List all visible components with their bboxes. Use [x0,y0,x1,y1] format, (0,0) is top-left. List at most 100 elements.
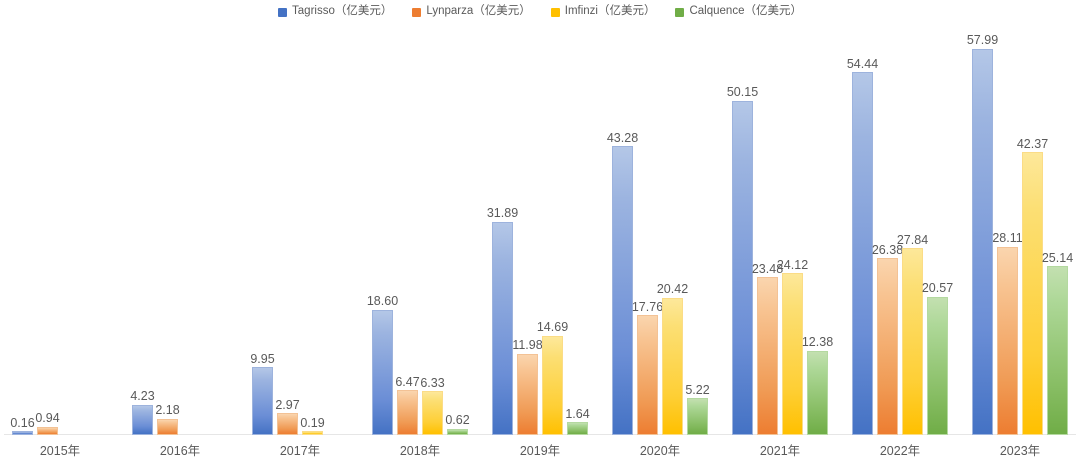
bar[interactable]: 24.12 [777,259,808,435]
bar[interactable]: 6.47 [395,376,420,435]
bar-slot: 24.12 [777,259,808,435]
category-axis-label: 2019年 [519,444,561,458]
legend-item[interactable]: Lynparza（亿美元） [412,5,531,18]
legend-swatch-icon [412,7,422,17]
bar-slot: 12.38 [802,336,833,435]
legend-item[interactable]: Calquence（亿美元） [675,5,802,18]
bar[interactable]: 42.37 [1017,138,1048,435]
bar-value-label: 9.95 [250,351,275,366]
bar-slot: 43.28 [607,132,638,435]
bar-group: 9.95 2.97 0.19 [240,24,360,435]
bar[interactable]: 31.89 [487,207,518,435]
bar-value-label: 27.84 [896,232,929,247]
bar[interactable]: 25.14 [1042,252,1073,435]
bar-value-label: 0.62 [445,413,470,428]
bar-value-label: 5.22 [685,382,710,397]
bar[interactable]: 28.11 [992,232,1023,435]
bar[interactable]: 1.64 [565,408,590,435]
bar-value-label: 11.98 [512,338,543,353]
bar[interactable]: 5.22 [685,384,710,435]
bar-value-label: 25.14 [1041,250,1074,265]
bar-slot: 57.99 [967,34,998,435]
bar[interactable]: 9.95 [250,353,275,435]
bar[interactable]: 0.16 [10,416,35,435]
bar-slot: 0.94 [35,412,60,435]
bar-group: 31.89 11.98 14.69 1.64 [480,24,600,435]
bar-value-label: 57.99 [966,33,999,48]
legend-item-label: Calquence（亿美元） [689,5,802,18]
bar-slot: 27.84 [897,234,928,435]
bar[interactable]: 12.38 [802,336,833,435]
bar-slot: 2.97 [275,399,300,435]
bar-slot: 11.98 [512,339,543,435]
bar[interactable]: 26.38 [872,244,903,435]
bar[interactable]: 20.57 [922,282,953,435]
bar[interactable]: 0.62 [445,414,470,435]
bar-group: 43.28 17.76 20.42 5.22 [600,24,720,435]
bar-group: 4.23 2.18 [120,24,240,435]
bar[interactable]: 23.48 [752,263,783,435]
bar[interactable]: 18.60 [367,295,398,435]
bar[interactable]: 2.18 [155,404,180,435]
bar-value-label: 20.42 [656,282,689,297]
bar-group: 57.99 28.11 42.37 25.14 [960,24,1080,435]
bar[interactable]: 0.19 [300,416,325,435]
bar[interactable]: 20.42 [657,283,688,435]
chart-legend: Tagrisso（亿美元） Lynparza（亿美元） Imfinzi（亿美元） Ca… [0,3,1080,21]
bar[interactable]: 54.44 [847,58,878,435]
bar-slot: 25.14 [1042,252,1073,435]
bar[interactable]: 27.84 [897,234,928,435]
bar-slot: 0.62 [445,414,470,435]
legend-item[interactable]: Imfinzi（亿美元） [550,5,656,18]
legend-item[interactable]: Tagrisso（亿美元） [278,6,392,18]
bar-value-label: 2.97 [275,397,300,412]
bar-value-label: 6.47 [395,374,420,389]
bar-slot: 26.38 [872,244,903,435]
bar-value-label: 31.89 [486,206,519,221]
bar-value-label: 54.44 [846,56,879,71]
x-axis-baseline [4,434,1076,435]
bar[interactable]: 2.97 [275,399,300,435]
bar-value-label: 23.48 [751,261,784,276]
bar-value-label: 4.23 [130,389,155,404]
legend-item-label: Tagrisso（亿美元） [292,5,393,18]
bar-value-label: 43.28 [606,130,639,145]
category-axis-label: 2016年 [159,444,201,458]
category-axis-label: 2015年 [39,444,81,458]
bar-slot: 5.22 [685,384,710,435]
bar-slot: 54.44 [847,58,878,435]
category-axis-label: 2021年 [759,444,801,458]
bar-value-label: 50.15 [726,85,759,100]
bar-value-label: 20.57 [921,281,954,296]
bar[interactable]: 14.69 [537,321,568,435]
legend-item-label: Imfinzi（亿美元） [564,5,656,18]
bar[interactable]: 17.76 [632,301,663,435]
legend-item-label: Lynparza（亿美元） [426,5,531,18]
bar[interactable]: 6.33 [420,377,445,435]
bar-value-label: 0.16 [10,415,35,430]
bar[interactable]: 4.23 [130,390,155,435]
bar-value-label: 17.76 [631,299,664,314]
bar-group: 0.16 0.94 [0,24,120,435]
bar[interactable]: 57.99 [967,34,998,435]
legend-swatch-icon [278,7,288,17]
bar-group: 54.44 26.38 27.84 20.57 [840,24,960,435]
bar-slot: 4.23 [130,390,155,435]
bar-slot: 6.47 [395,376,420,435]
bar-value-label: 28.11 [992,231,1023,246]
bar-slot: 0.19 [300,416,325,435]
bar[interactable]: 0.94 [35,412,60,435]
bar-slot: 14.69 [537,321,568,435]
bar-value-label: 0.94 [35,411,60,426]
bar[interactable]: 11.98 [512,339,543,435]
bar-slot: 1.64 [565,408,590,435]
bar[interactable]: 43.28 [607,132,638,435]
category-axis-label: 2023年 [999,444,1041,458]
category-axis-label: 2017年 [279,444,321,458]
bar[interactable]: 50.15 [727,86,758,435]
plot-area: 0.16 0.94 4.23 2.18 9.95 2.97 0.19 18.60 6.47 6.3… [0,24,1080,435]
bar-slot: 20.42 [657,283,688,435]
bar-value-label: 24.12 [776,257,809,272]
bar-slot: 20.57 [922,282,953,435]
